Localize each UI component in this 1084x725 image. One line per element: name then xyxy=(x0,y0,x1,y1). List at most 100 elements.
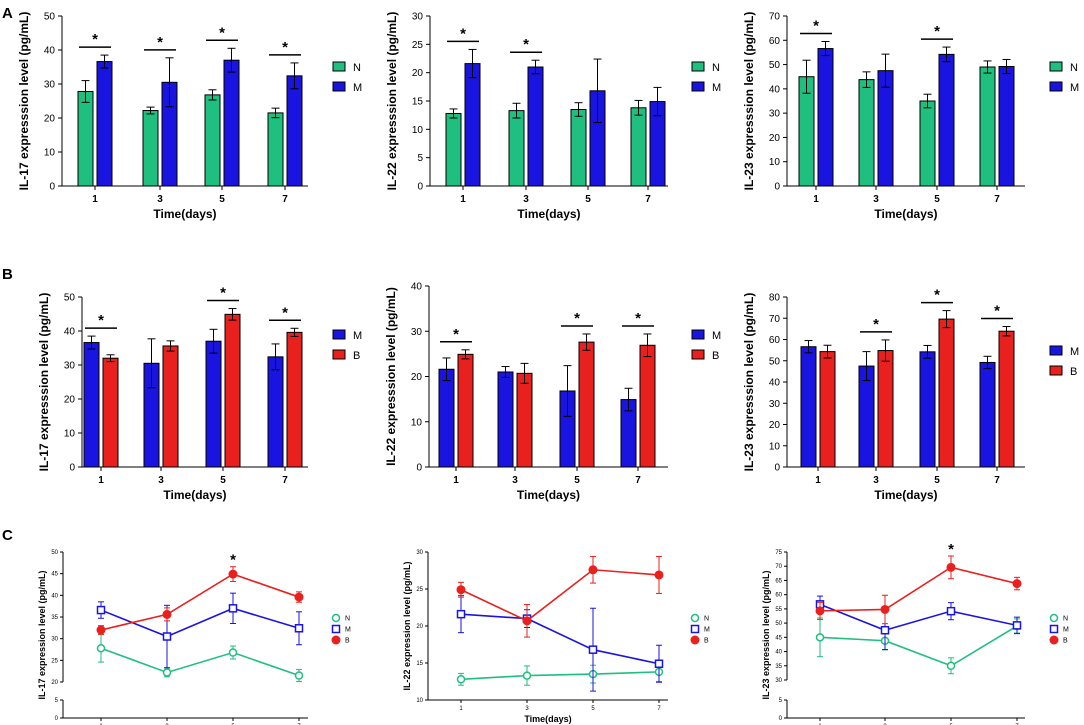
series-line-n xyxy=(819,625,1018,667)
panel-label-c: C xyxy=(2,527,13,544)
y-tick-label: 5 xyxy=(779,698,783,704)
y-tick-label: 25 xyxy=(412,40,424,51)
chart-b2: 0 10 20 30 40 1 3 5 7 * * * Time(days) IL-22 expresss… xyxy=(384,282,721,503)
data-point-m xyxy=(162,632,172,641)
y-tick-label: 50 xyxy=(51,550,58,556)
data-point-m xyxy=(946,606,956,616)
y-tick-label: 45 xyxy=(51,572,58,578)
significance-star: * xyxy=(282,39,288,56)
x-tick-label: 5 xyxy=(219,194,225,205)
y-tick-label: 40 xyxy=(51,593,58,599)
y-tick-label: 10 xyxy=(412,125,424,136)
y-tick-label: 40 xyxy=(411,282,423,293)
x-axis-title: Time(days) xyxy=(524,714,571,724)
bar-m xyxy=(817,48,834,187)
significance-star: * xyxy=(813,18,819,35)
y-tick-label: 25 xyxy=(51,658,58,664)
bar-m xyxy=(858,365,875,468)
x-tick-label: 1 xyxy=(453,475,459,486)
y-tick-label: 30 xyxy=(412,12,424,23)
bar-m xyxy=(96,61,113,187)
y-tick-label: 25 xyxy=(416,587,423,593)
y-tick-label: 60 xyxy=(769,36,781,47)
data-point-b xyxy=(456,585,466,595)
bar-m xyxy=(877,70,894,187)
y-tick-label: 20 xyxy=(769,420,781,431)
significance-star: * xyxy=(157,34,163,51)
y-axis-title: IL-22 expression level (pg/mL) xyxy=(402,561,412,690)
bar-n xyxy=(979,66,996,187)
significance-star: * xyxy=(934,23,940,40)
data-point-b xyxy=(815,606,825,616)
y-tick-label: 80 xyxy=(769,293,781,304)
x-tick-label: 7 xyxy=(645,194,651,205)
significance-star: * xyxy=(230,552,236,569)
bar-m xyxy=(938,53,955,187)
significance-star: * xyxy=(460,25,466,42)
bar-m xyxy=(267,356,284,468)
legend-label-m: M xyxy=(712,82,721,94)
chart-c3: 30354045505560657075051357*Time(days)IL-… xyxy=(761,541,1069,725)
data-point-n xyxy=(946,661,956,671)
bar-n xyxy=(267,112,284,187)
x-tick-label: 3 xyxy=(873,475,879,486)
y-axis-title: IL-23 expression level (pg/mL) xyxy=(761,570,771,699)
y-axis-title: IL-17 expresssion level (pg/mL) xyxy=(17,12,31,191)
y-tick-label: 30 xyxy=(411,327,423,338)
series-line-m xyxy=(460,613,660,665)
significance-star: * xyxy=(523,36,529,53)
y-tick-label: 20 xyxy=(411,372,423,383)
y-tick-label: 10 xyxy=(416,698,423,704)
y-tick-label: 20 xyxy=(51,680,58,686)
data-point-b xyxy=(654,570,664,580)
data-point-b xyxy=(522,616,532,626)
significance-star: * xyxy=(219,24,225,41)
significance-star: * xyxy=(934,287,940,304)
y-axis-title: IL-23 expresssion level (pg/mL) xyxy=(742,293,756,472)
y-tick-label: 20 xyxy=(769,133,781,144)
bar-m xyxy=(497,371,514,468)
data-point-n xyxy=(522,671,532,680)
series-line-b xyxy=(100,573,300,631)
bar-m xyxy=(205,340,222,468)
y-tick-label: 50 xyxy=(769,356,781,367)
y-tick-label: 20 xyxy=(412,68,424,79)
bar-m xyxy=(464,63,481,187)
legend-swatch-n xyxy=(332,61,346,72)
data-point-m xyxy=(880,625,890,635)
y-tick-label: 15 xyxy=(416,661,423,667)
y-tick-label: 40 xyxy=(769,378,781,389)
x-tick-label: 3 xyxy=(873,194,879,205)
legend-swatch-n xyxy=(1049,61,1063,72)
legend-marker-n xyxy=(1049,613,1059,623)
bar-n xyxy=(204,94,221,187)
x-tick-label: 5 xyxy=(574,475,580,486)
bar-n xyxy=(445,112,462,187)
y-tick-label: 0 xyxy=(416,463,422,474)
bar-b xyxy=(162,345,179,468)
bar-m xyxy=(919,351,936,468)
y-tick-label: 30 xyxy=(769,399,781,410)
y-tick-label: 50 xyxy=(44,12,56,23)
data-point-m xyxy=(294,624,304,633)
legend-label-b: B xyxy=(712,350,719,362)
y-tick-label: 20 xyxy=(44,114,56,125)
legend-swatch-n xyxy=(691,61,705,72)
x-tick-label: 1 xyxy=(815,475,821,486)
bar-b xyxy=(998,330,1015,468)
y-tick-label: 75 xyxy=(775,550,782,556)
x-tick-label: 1 xyxy=(813,194,819,205)
bar-n xyxy=(77,90,94,187)
data-point-b xyxy=(946,562,956,572)
y-tick-label: 10 xyxy=(769,157,781,168)
legend-swatch-m xyxy=(691,81,705,92)
charts-container: 0 10 20 30 40 50 1 3 5 7 * * * * Time(days) IL-17 expre… xyxy=(17,12,1079,725)
y-tick-label: 20 xyxy=(416,624,423,630)
legend-label-m: M xyxy=(1070,346,1079,358)
legend-label-m: M xyxy=(345,627,351,634)
y-axis-title: IL-22 expresssion level (pg/mL) xyxy=(385,12,399,191)
data-point-m xyxy=(654,659,664,668)
legend-label-b: B xyxy=(704,638,709,645)
x-axis-title: Time(days) xyxy=(153,207,216,221)
